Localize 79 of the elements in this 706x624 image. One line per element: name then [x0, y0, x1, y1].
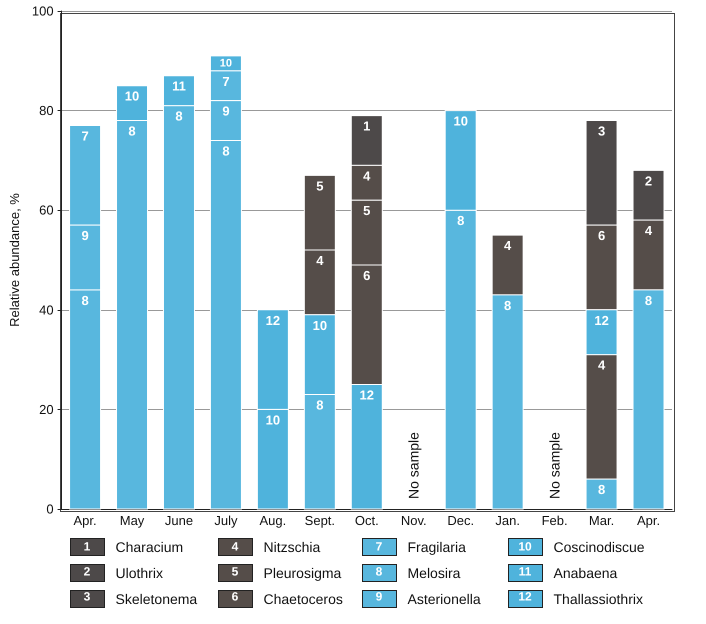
text: 8 — [376, 564, 382, 578]
legend-label: Anabaena — [554, 565, 618, 581]
text: 10 — [220, 57, 232, 70]
legend-label: Coscinodiscue — [554, 539, 645, 555]
text: 4 — [232, 540, 238, 554]
text: 10 — [266, 412, 280, 428]
text: 7 — [222, 74, 230, 89]
annotation: 3 — [598, 124, 606, 139]
annotation: No sample — [546, 432, 563, 499]
annotation: 1 — [363, 118, 370, 134]
text: 3 — [84, 590, 90, 604]
annotation: No sample — [406, 432, 422, 499]
annotation: 9 — [81, 228, 89, 244]
y-tick-label: 20 — [39, 402, 54, 417]
x-tick-label: July — [214, 513, 238, 528]
y-tick-label: 40 — [39, 302, 54, 318]
x-tick-label: Dec. — [447, 513, 474, 528]
annotation: 7 — [81, 128, 89, 144]
text: 8 — [175, 108, 183, 124]
text: 7 — [376, 540, 382, 554]
text: 4 — [363, 168, 370, 184]
text: 4 — [504, 238, 512, 254]
text: 10 — [518, 540, 532, 554]
annotation: 10 — [124, 88, 140, 104]
x-tick-label: Apr. — [74, 513, 97, 528]
annotation: 2 — [644, 173, 652, 188]
legend-label: Characium — [116, 539, 184, 555]
text: 9 — [222, 104, 230, 119]
text: 4 — [644, 223, 652, 238]
text: 8 — [644, 292, 652, 308]
x-tick-label: Jan. — [495, 513, 520, 528]
legend-label: Pleurosigma — [264, 565, 342, 581]
text: 6 — [598, 228, 606, 244]
y-tick-label: 80 — [39, 103, 54, 118]
x-tick-label: Feb. — [542, 513, 568, 528]
annotation: 4 — [316, 253, 324, 268]
legend-label: Skeletonema — [116, 591, 198, 607]
text: 12 — [518, 590, 532, 604]
y-tick-label: 100 — [32, 4, 54, 18]
annotation: 8 — [81, 292, 89, 308]
text: 8 — [598, 482, 606, 498]
annotation: 12 — [266, 312, 280, 328]
x-tick-label: Nov. — [400, 513, 427, 528]
legend-label: Asterionella — [408, 591, 481, 607]
text: 12 — [594, 312, 609, 328]
text: 12 — [84, 540, 90, 578]
legend-label: Ulothrix — [116, 565, 163, 581]
text: 8 — [128, 124, 136, 139]
legend-label: Fragilaria — [408, 539, 466, 555]
text: 9 — [376, 590, 382, 604]
text: 4 — [598, 358, 606, 373]
text: 11 — [518, 564, 532, 578]
text: 10 — [453, 114, 468, 129]
x-tick-label: Apr. — [636, 513, 660, 528]
y-tick-label: 0 — [46, 502, 54, 516]
text: 5 — [232, 564, 238, 578]
text: 12 — [360, 388, 374, 402]
annotation: 6 — [363, 268, 370, 283]
text: 5 — [363, 203, 370, 218]
legend-label: Melosira — [408, 565, 461, 581]
legend-label: Chaetoceros — [264, 591, 343, 607]
x-tick-label: Aug. — [260, 513, 286, 528]
text: 8 — [316, 397, 324, 412]
x-tick-label: June — [164, 513, 194, 528]
legend-label: Nitzschia — [264, 539, 321, 555]
text: 8 — [457, 213, 464, 228]
annotation: 5 — [316, 178, 324, 194]
x-tick-label: Oct. — [354, 513, 379, 528]
text: 6 — [232, 590, 238, 604]
annotation: 11 — [172, 78, 186, 94]
text: 8 — [222, 143, 230, 158]
text: 8 — [504, 298, 512, 313]
x-tick-label: May — [120, 513, 145, 528]
legend-label: Thallassiothrix — [554, 591, 643, 607]
text: 10 — [312, 318, 328, 333]
y-axis-title: Relative abundance, % — [7, 192, 22, 327]
x-tick-label: Sept. — [304, 513, 336, 528]
y-tick-label: 60 — [39, 202, 54, 218]
x-tick-label: Mar. — [588, 513, 614, 528]
